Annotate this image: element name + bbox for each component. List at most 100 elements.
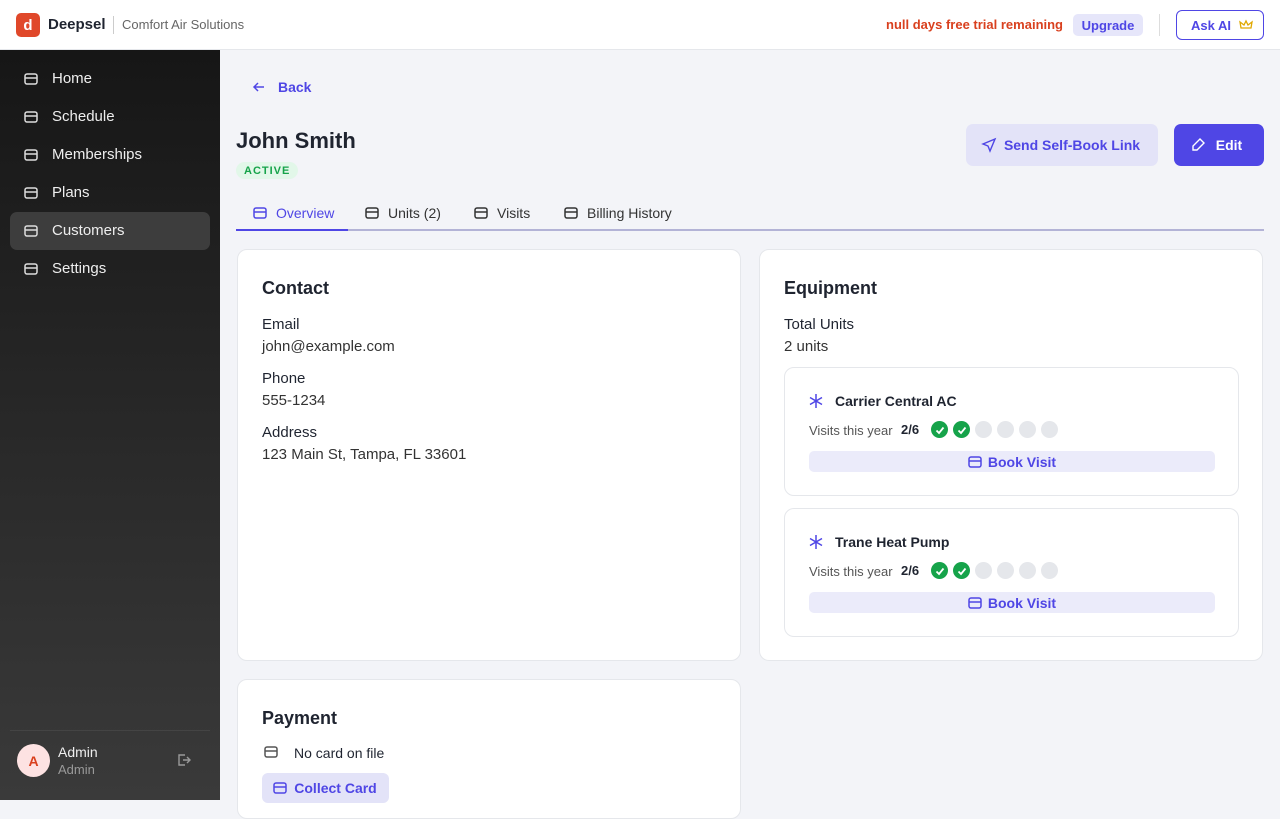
avatar: A xyxy=(17,744,50,777)
icon xyxy=(253,207,267,219)
nav-item[interactable]: Home xyxy=(10,60,210,98)
icon xyxy=(24,263,38,275)
field-label: Address xyxy=(262,424,318,441)
unit-card: Trane Heat Pump Visits this year 2/6 Book V… xyxy=(784,508,1239,637)
sidebar: Home Schedule Memberships Plans Customers Set… xyxy=(0,50,220,800)
visit-dot xyxy=(975,562,992,579)
icon xyxy=(957,567,966,575)
icon xyxy=(968,456,982,468)
visit-dot xyxy=(953,421,970,438)
visit-dot xyxy=(997,421,1014,438)
status-badge: ACTIVE xyxy=(236,162,299,179)
visits-caption: Visits this year xyxy=(809,564,893,579)
edit-button[interactable]: Edit xyxy=(1174,124,1264,166)
divider xyxy=(1159,14,1160,36)
icon xyxy=(24,149,38,161)
book-visit-button[interactable]: Book Visit xyxy=(809,451,1215,472)
field-value: john@example.com xyxy=(262,338,395,355)
tabs-line xyxy=(236,229,1264,231)
icon xyxy=(981,137,997,153)
icon xyxy=(24,73,38,85)
icon xyxy=(809,535,823,549)
visit-dot xyxy=(931,562,948,579)
nav-label: Customers xyxy=(52,222,125,239)
tab[interactable]: Visits xyxy=(457,196,547,231)
icon xyxy=(264,746,278,758)
icon xyxy=(1192,138,1205,151)
nav-label: Settings xyxy=(52,260,107,277)
visit-dot xyxy=(1019,562,1036,579)
nav-label: Memberships xyxy=(52,146,143,163)
tab-label: Visits xyxy=(497,205,531,221)
tab-label: Billing History xyxy=(587,205,672,221)
divider xyxy=(10,730,210,731)
field-label: Phone xyxy=(262,370,306,387)
icon xyxy=(178,754,191,766)
unit-card: Carrier Central AC Visits this year 2/6 Boo… xyxy=(784,367,1239,496)
user-name: Admin xyxy=(58,744,98,760)
visit-dot xyxy=(1019,421,1036,438)
visit-dot xyxy=(997,562,1014,579)
collect-card-button[interactable]: Collect Card xyxy=(262,773,389,803)
card-title: Payment xyxy=(262,708,338,728)
field-label: Total Units xyxy=(784,316,855,333)
icon xyxy=(252,82,264,92)
tab-label: Overview xyxy=(276,205,335,221)
nav-item[interactable]: Customers xyxy=(10,212,210,250)
divider xyxy=(113,16,114,34)
contact-card: Contact Email john@example.com Phone 555-123… xyxy=(237,249,741,661)
tab-label: Units (2) xyxy=(388,205,441,221)
icon xyxy=(809,394,823,408)
icon xyxy=(935,426,944,434)
icon xyxy=(1239,19,1253,29)
tab[interactable]: Units (2) xyxy=(348,196,457,231)
logo: d xyxy=(16,13,40,37)
visit-dot xyxy=(931,421,948,438)
nav-item[interactable]: Schedule xyxy=(10,98,210,136)
tab[interactable]: Billing History xyxy=(547,196,690,231)
icon xyxy=(474,207,488,219)
icon xyxy=(968,597,982,609)
icon xyxy=(24,111,38,123)
visits-count: 2/6 xyxy=(901,563,920,578)
book-visit-button[interactable]: Book Visit xyxy=(809,592,1215,613)
ask-ai-button[interactable]: Ask AI xyxy=(1176,10,1264,40)
visit-dot xyxy=(953,562,970,579)
nav-label: Plans xyxy=(52,184,90,201)
card-status: No card on file xyxy=(294,745,385,761)
icon xyxy=(564,207,578,219)
nav-label: Schedule xyxy=(52,108,115,125)
icon xyxy=(957,426,966,434)
brand: Deepsel xyxy=(48,16,106,33)
visit-dot xyxy=(1041,421,1058,438)
back-link[interactable]: Back xyxy=(278,79,312,95)
field-value: 123 Main St, Tampa, FL 33601 xyxy=(262,446,467,463)
visits-count: 2/6 xyxy=(901,422,920,437)
payment-card: Payment No card on file Collect Card xyxy=(237,679,741,819)
self-book-button[interactable]: Send Self-Book Link xyxy=(966,124,1158,166)
icon xyxy=(935,567,944,575)
customer-name: John Smith xyxy=(236,128,356,153)
equipment-card: Equipment Total Units 2 units Carrier Centr… xyxy=(759,249,1263,661)
upgrade-button[interactable]: Upgrade xyxy=(1073,14,1143,36)
nav-item[interactable]: Plans xyxy=(10,174,210,212)
tab[interactable]: Overview xyxy=(236,196,348,231)
field-value: 555-1234 xyxy=(262,392,326,409)
unit-name: Trane Heat Pump xyxy=(835,534,950,550)
company: Comfort Air Solutions xyxy=(122,17,245,32)
field-value: 2 units xyxy=(784,338,829,355)
nav-item[interactable]: Memberships xyxy=(10,136,210,174)
icon xyxy=(24,187,38,199)
user-role: Admin xyxy=(58,762,95,777)
card-title: Contact xyxy=(262,278,329,298)
nav-item[interactable]: Settings xyxy=(10,250,210,288)
visit-dot xyxy=(975,421,992,438)
field-label: Email xyxy=(262,316,300,333)
header: d Deepsel Comfort Air Solutions null days f… xyxy=(0,0,1280,50)
visit-dot xyxy=(1041,562,1058,579)
icon xyxy=(365,207,379,219)
card-title: Equipment xyxy=(784,278,877,298)
icon xyxy=(24,225,38,237)
